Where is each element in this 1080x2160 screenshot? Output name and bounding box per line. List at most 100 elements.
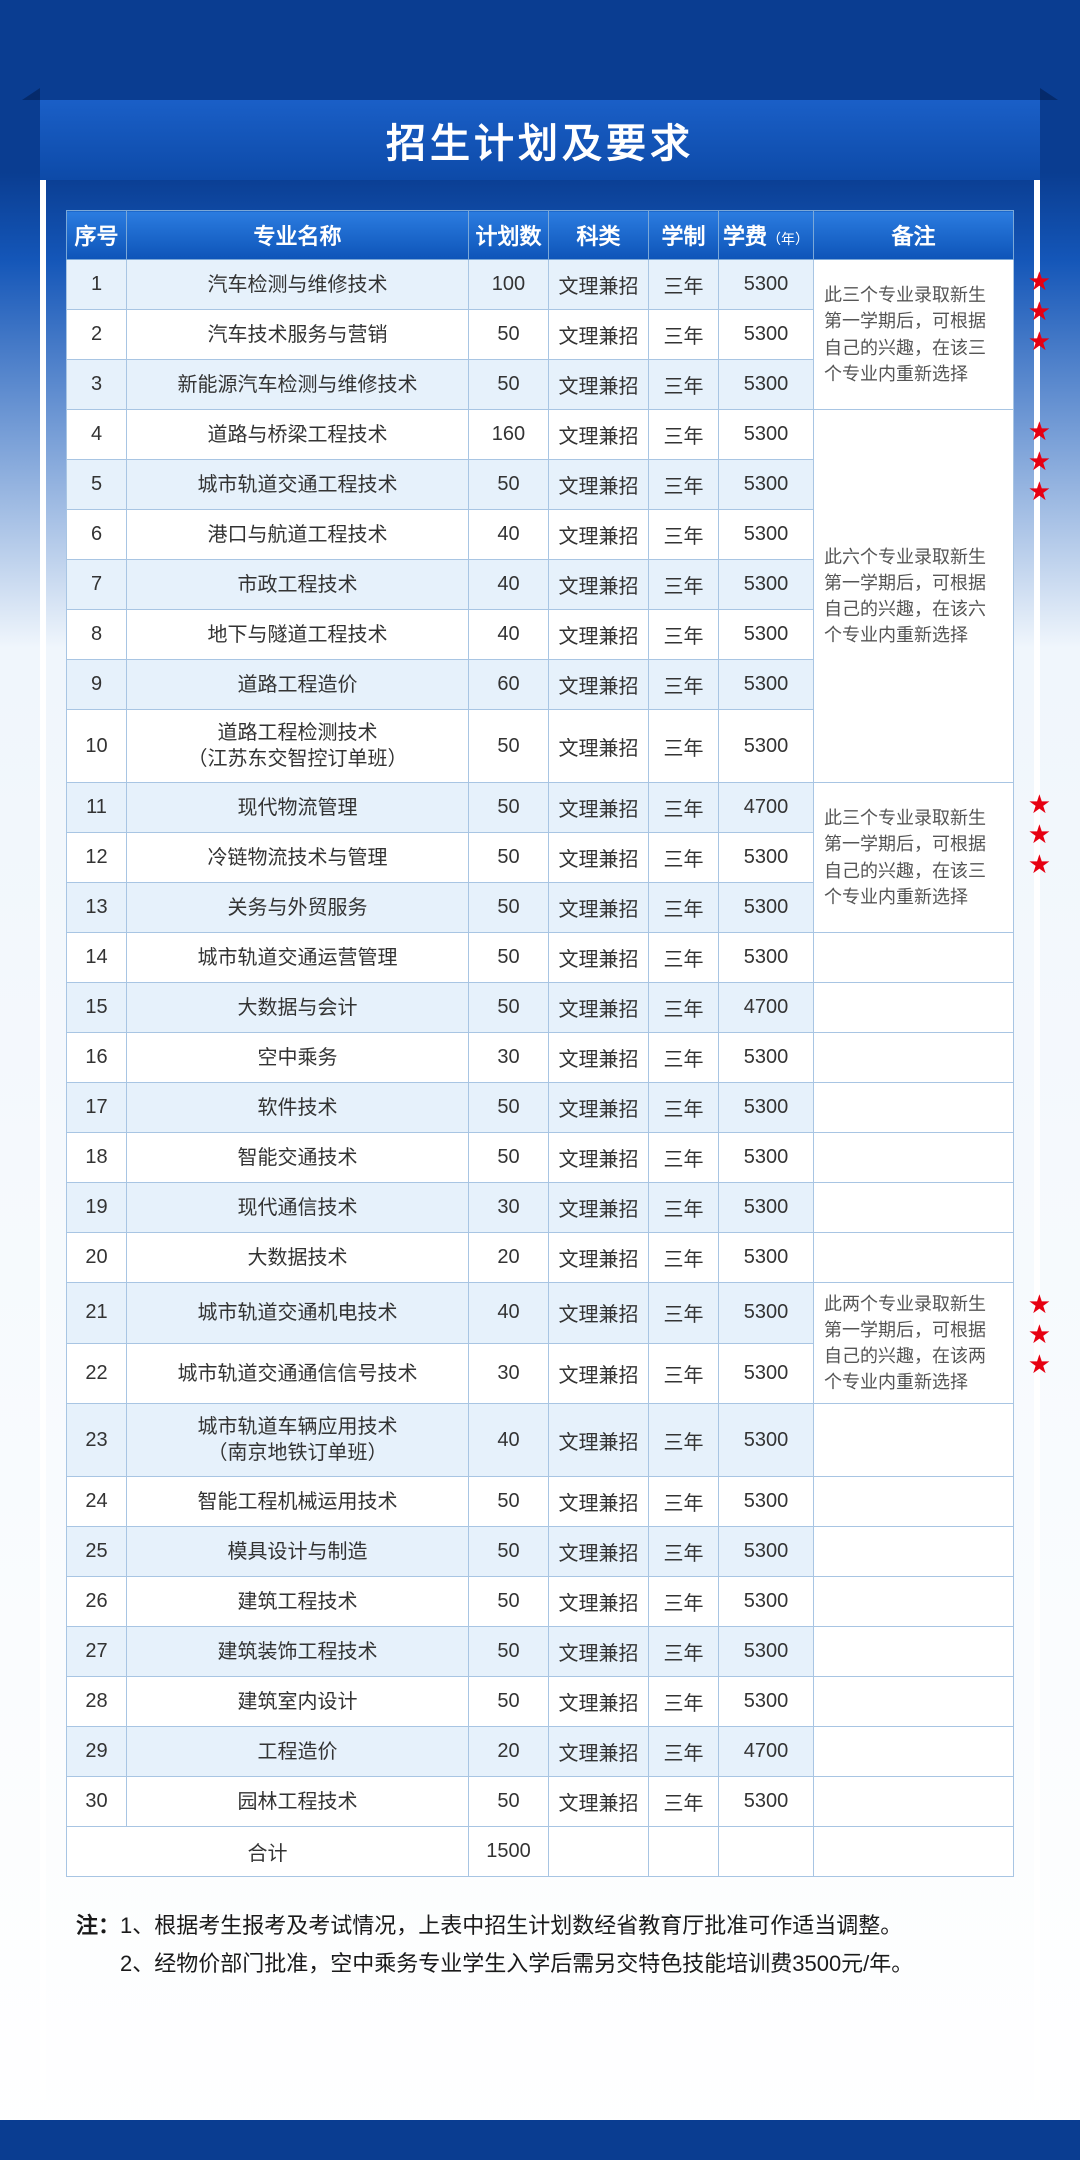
table-row: 19现代通信技术30文理兼招三年5300	[67, 1183, 1014, 1233]
star-icon: ★	[1028, 851, 1051, 877]
cell-n: 26	[67, 1577, 127, 1627]
table-row: 25模具设计与制造50文理兼招三年5300	[67, 1527, 1014, 1577]
col-header: 备注	[814, 211, 1014, 260]
cell-n: 3	[67, 360, 127, 410]
cell-cat: 文理兼招	[548, 833, 648, 883]
footer-notes: 注：1、根据考生报考及考试情况，上表中招生计划数经省教育厅批准可作适当调整。 2…	[66, 1907, 1014, 1982]
cell-plan: 50	[468, 710, 548, 783]
col-header: 专业名称	[127, 211, 469, 260]
cell-fee: 5300	[718, 833, 813, 883]
cell-n: 6	[67, 510, 127, 560]
table-row: 28建筑室内设计50文理兼招三年5300	[67, 1677, 1014, 1727]
cell-plan: 50	[468, 1777, 548, 1827]
remark-cell: 此三个专业录取新生第一学期后，可根据自己的兴趣，在该三个专业内重新选择★★★	[814, 260, 1014, 410]
table-row: 4道路与桥梁工程技术160文理兼招三年5300此六个专业录取新生第一学期后，可根…	[67, 410, 1014, 460]
remark-cell: 此两个专业录取新生第一学期后，可根据自己的兴趣，在该两个专业内重新选择★★★	[814, 1283, 1014, 1404]
cell-fee: 5300	[718, 1677, 813, 1727]
cell-fee: 5300	[718, 1133, 813, 1183]
cell-cat: 文理兼招	[548, 510, 648, 560]
cell-plan: 50	[468, 983, 548, 1033]
cell-plan: 60	[468, 660, 548, 710]
table-row: 1汽车检测与维修技术100文理兼招三年5300此三个专业录取新生第一学期后，可根…	[67, 260, 1014, 310]
cell-dur: 三年	[648, 1183, 718, 1233]
cell-n: 23	[67, 1404, 127, 1477]
cell-n: 24	[67, 1477, 127, 1527]
cell-major: 城市轨道交通通信信号技术	[127, 1343, 469, 1404]
footer-item: 1、根据考生报考及考试情况，上表中招生计划数经省教育厅批准可作适当调整。	[120, 1913, 902, 1938]
cell-dur: 三年	[648, 460, 718, 510]
cell-fee: 5300	[718, 1283, 813, 1344]
table-wrap: 序号专业名称计划数科类学制学费（年）备注 1汽车检测与维修技术100文理兼招三年…	[66, 210, 1014, 1877]
cell-major: 现代物流管理	[127, 783, 469, 833]
cell-major: 园林工程技术	[127, 1777, 469, 1827]
star-icon: ★	[1028, 328, 1051, 354]
cell-fee: 4700	[718, 783, 813, 833]
cell-dur: 三年	[648, 360, 718, 410]
cell-plan: 40	[468, 610, 548, 660]
remark-cell-empty	[814, 1133, 1014, 1183]
remark-cell-empty	[814, 1183, 1014, 1233]
outer-frame: 招生计划及要求 序号专业名称计划数科类学制学费（年）备注 1汽车检测与维修技术1…	[40, 100, 1040, 2100]
remark-cell-empty	[814, 1404, 1014, 1477]
cell-fee: 4700	[718, 983, 813, 1033]
cell-cat: 文理兼招	[548, 460, 648, 510]
page-title: 招生计划及要求	[386, 111, 694, 169]
cell-cat: 文理兼招	[548, 560, 648, 610]
cell-plan: 50	[468, 1527, 548, 1577]
cell-plan: 160	[468, 410, 548, 460]
cell-fee: 5300	[718, 660, 813, 710]
table-row: 15大数据与会计50文理兼招三年4700	[67, 983, 1014, 1033]
table-row: 21城市轨道交通机电技术40文理兼招三年5300此两个专业录取新生第一学期后，可…	[67, 1283, 1014, 1344]
cell-n: 14	[67, 933, 127, 983]
cell-major: 城市轨道交通机电技术	[127, 1283, 469, 1344]
cell-dur: 三年	[648, 610, 718, 660]
enrollment-table: 序号专业名称计划数科类学制学费（年）备注 1汽车检测与维修技术100文理兼招三年…	[66, 210, 1014, 1877]
cell-major: 汽车技术服务与营销	[127, 310, 469, 360]
cell-fee: 5300	[718, 310, 813, 360]
bottom-bar	[0, 2120, 1080, 2160]
cell-fee: 5300	[718, 1233, 813, 1283]
cell-major: 模具设计与制造	[127, 1527, 469, 1577]
cell-major: 港口与航道工程技术	[127, 510, 469, 560]
cell-plan: 50	[468, 783, 548, 833]
cell-dur: 三年	[648, 1083, 718, 1133]
cell-n: 20	[67, 1233, 127, 1283]
cell-plan: 50	[468, 1477, 548, 1527]
cell-n: 22	[67, 1343, 127, 1404]
cell-dur: 三年	[648, 310, 718, 360]
cell-n: 15	[67, 983, 127, 1033]
cell-major: 汽车检测与维修技术	[127, 260, 469, 310]
cell-cat: 文理兼招	[548, 1727, 648, 1777]
cell-fee: 5300	[718, 1577, 813, 1627]
cell-dur: 三年	[648, 1477, 718, 1527]
col-header: 学制	[648, 211, 718, 260]
table-row: 18智能交通技术50文理兼招三年5300	[67, 1133, 1014, 1183]
cell-dur: 三年	[648, 1404, 718, 1477]
cell-major: 建筑工程技术	[127, 1577, 469, 1627]
remark-cell-empty	[814, 1083, 1014, 1133]
cell-plan: 50	[468, 1627, 548, 1677]
cell-major: 城市轨道车辆应用技术（南京地铁订单班）	[127, 1404, 469, 1477]
cell-fee: 5300	[718, 1404, 813, 1477]
cell-plan: 50	[468, 883, 548, 933]
star-icon: ★	[1028, 418, 1051, 444]
table-row: 29工程造价20文理兼招三年4700	[67, 1727, 1014, 1777]
cell-cat: 文理兼招	[548, 360, 648, 410]
cell-cat: 文理兼招	[548, 1233, 648, 1283]
cell-plan: 50	[468, 1083, 548, 1133]
total-row: 合计1500	[67, 1827, 1014, 1877]
cell-n: 1	[67, 260, 127, 310]
cell-cat: 文理兼招	[548, 1404, 648, 1477]
star-group: ★★★	[1028, 1291, 1051, 1377]
cell-n: 29	[67, 1727, 127, 1777]
table-row: 20大数据技术20文理兼招三年5300	[67, 1233, 1014, 1283]
cell-plan: 40	[468, 510, 548, 560]
remark-cell-empty	[814, 1527, 1014, 1577]
cell-major: 大数据技术	[127, 1233, 469, 1283]
cell-n: 12	[67, 833, 127, 883]
cell-fee: 5300	[718, 883, 813, 933]
cell-n: 18	[67, 1133, 127, 1183]
cell-dur: 三年	[648, 710, 718, 783]
cell-cat: 文理兼招	[548, 1283, 648, 1344]
footer-item: 2、经物价部门批准，空中乘务专业学生入学后需另交特色技能培训费3500元/年。	[120, 1951, 913, 1976]
